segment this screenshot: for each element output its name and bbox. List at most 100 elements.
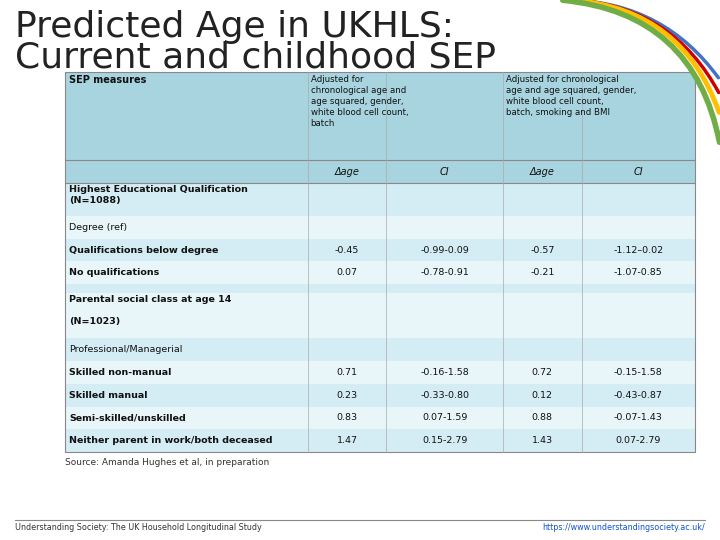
Bar bbox=[65, 72, 695, 452]
Bar bbox=[387, 284, 503, 293]
Bar bbox=[307, 361, 387, 384]
Text: -0.07-1.43: -0.07-1.43 bbox=[614, 414, 662, 422]
Text: 0.71: 0.71 bbox=[336, 368, 357, 377]
Text: Source: Amanda Hughes et al, in preparation: Source: Amanda Hughes et al, in preparat… bbox=[65, 458, 269, 467]
Bar bbox=[503, 293, 582, 339]
Bar bbox=[503, 361, 582, 384]
Text: 0.12: 0.12 bbox=[532, 390, 553, 400]
Text: Parental social class at age 14

(N=1023): Parental social class at age 14 (N=1023) bbox=[69, 295, 231, 326]
Bar bbox=[582, 261, 695, 284]
Bar bbox=[503, 339, 582, 361]
Text: Professional/Managerial: Professional/Managerial bbox=[69, 345, 182, 354]
Text: 0.07-2.79: 0.07-2.79 bbox=[616, 436, 661, 445]
Text: -1.07-0.85: -1.07-0.85 bbox=[614, 268, 662, 277]
Bar bbox=[387, 216, 503, 239]
Bar bbox=[307, 384, 387, 407]
Bar bbox=[387, 407, 503, 429]
Bar bbox=[503, 407, 582, 429]
Text: Δage: Δage bbox=[530, 167, 554, 177]
Bar bbox=[582, 293, 695, 339]
Bar bbox=[65, 160, 307, 183]
Bar bbox=[387, 239, 503, 261]
Bar bbox=[503, 183, 582, 216]
Text: Skilled non-manual: Skilled non-manual bbox=[69, 368, 171, 377]
Bar bbox=[307, 339, 387, 361]
Bar bbox=[307, 407, 387, 429]
Bar bbox=[65, 361, 307, 384]
Bar bbox=[387, 339, 503, 361]
Text: 0.83: 0.83 bbox=[336, 414, 358, 422]
Text: CI: CI bbox=[634, 167, 643, 177]
Bar bbox=[582, 239, 695, 261]
Bar bbox=[387, 384, 503, 407]
Text: No qualifications: No qualifications bbox=[69, 268, 159, 277]
Bar bbox=[307, 284, 387, 293]
Bar bbox=[307, 160, 387, 183]
Bar bbox=[307, 293, 387, 339]
Bar bbox=[582, 407, 695, 429]
Bar bbox=[387, 183, 503, 216]
Bar bbox=[582, 339, 695, 361]
Bar bbox=[307, 261, 387, 284]
Bar bbox=[503, 384, 582, 407]
Bar bbox=[503, 216, 582, 239]
Bar bbox=[65, 384, 307, 407]
Text: SEP measures: SEP measures bbox=[69, 75, 146, 85]
Bar bbox=[65, 293, 307, 339]
Text: -0.15-1.58: -0.15-1.58 bbox=[614, 368, 662, 377]
Text: 1.43: 1.43 bbox=[531, 436, 553, 445]
Bar bbox=[387, 160, 503, 183]
Text: Qualifications below degree: Qualifications below degree bbox=[69, 246, 218, 254]
Text: 1.47: 1.47 bbox=[336, 436, 357, 445]
Bar bbox=[582, 284, 695, 293]
Bar bbox=[307, 239, 387, 261]
Bar bbox=[307, 216, 387, 239]
Bar bbox=[387, 361, 503, 384]
Text: 0.07: 0.07 bbox=[336, 268, 357, 277]
Bar bbox=[503, 72, 695, 160]
Bar bbox=[503, 239, 582, 261]
Text: Adjusted for
chronological age and
age squared, gender,
white blood cell count,
: Adjusted for chronological age and age s… bbox=[310, 75, 408, 129]
Bar bbox=[65, 216, 307, 239]
Text: -0.33-0.80: -0.33-0.80 bbox=[420, 390, 469, 400]
Bar bbox=[503, 429, 582, 452]
Text: Neither parent in work/both deceased: Neither parent in work/both deceased bbox=[69, 436, 272, 445]
Text: 0.23: 0.23 bbox=[336, 390, 358, 400]
Bar bbox=[65, 72, 307, 160]
Text: Current and childhood SEP: Current and childhood SEP bbox=[15, 40, 496, 74]
Bar bbox=[387, 261, 503, 284]
Bar bbox=[307, 183, 387, 216]
Text: https://www.understandingsociety.ac.uk/: https://www.understandingsociety.ac.uk/ bbox=[542, 523, 705, 532]
Bar bbox=[582, 361, 695, 384]
Text: Predicted Age in UKHLS:: Predicted Age in UKHLS: bbox=[15, 10, 454, 44]
Text: 0.88: 0.88 bbox=[532, 414, 553, 422]
Text: Understanding Society: The UK Household Longitudinal Study: Understanding Society: The UK Household … bbox=[15, 523, 262, 532]
Text: -0.57: -0.57 bbox=[530, 246, 554, 254]
Bar bbox=[307, 429, 387, 452]
Bar bbox=[65, 239, 307, 261]
Text: Adjusted for chronological
age and age squared, gender,
white blood cell count,
: Adjusted for chronological age and age s… bbox=[506, 75, 636, 117]
Bar bbox=[582, 429, 695, 452]
Text: -0.16-1.58: -0.16-1.58 bbox=[420, 368, 469, 377]
Text: -1.12–0.02: -1.12–0.02 bbox=[613, 246, 663, 254]
Text: Highest Educational Qualification
(N=1088): Highest Educational Qualification (N=108… bbox=[69, 185, 248, 205]
Bar bbox=[65, 261, 307, 284]
Bar bbox=[65, 407, 307, 429]
Text: -0.21: -0.21 bbox=[530, 268, 554, 277]
Bar bbox=[582, 160, 695, 183]
Bar bbox=[307, 72, 503, 160]
Text: Skilled manual: Skilled manual bbox=[69, 390, 148, 400]
Bar bbox=[65, 429, 307, 452]
Text: -0.43-0.87: -0.43-0.87 bbox=[614, 390, 662, 400]
Text: Degree (ref): Degree (ref) bbox=[69, 223, 127, 232]
Bar bbox=[503, 261, 582, 284]
Bar bbox=[387, 429, 503, 452]
Bar bbox=[65, 183, 307, 216]
Text: 0.15-2.79: 0.15-2.79 bbox=[422, 436, 467, 445]
Text: Δage: Δage bbox=[335, 167, 359, 177]
Text: Semi-skilled/unskilled: Semi-skilled/unskilled bbox=[69, 414, 186, 422]
Text: CI: CI bbox=[440, 167, 449, 177]
Bar bbox=[582, 216, 695, 239]
Text: -0.45: -0.45 bbox=[335, 246, 359, 254]
Bar bbox=[65, 339, 307, 361]
